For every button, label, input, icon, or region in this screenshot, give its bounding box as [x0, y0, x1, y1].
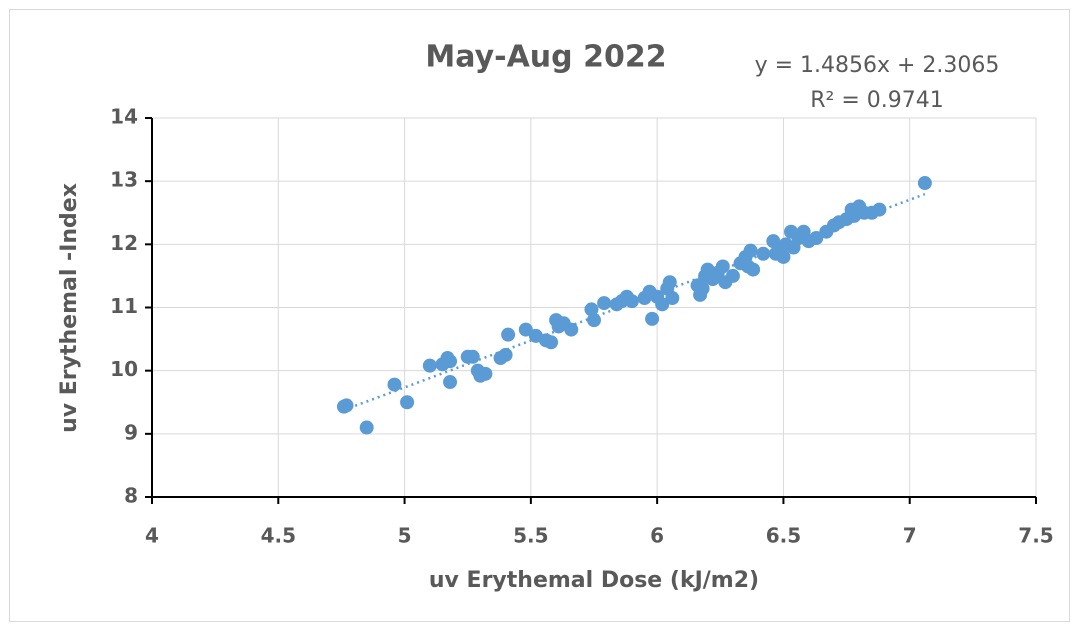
- point: [746, 262, 761, 277]
- x-axis-label: uv Erythemal Dose (kJ/m2): [429, 568, 759, 593]
- chart-title: May-Aug 2022: [425, 40, 666, 75]
- x-tick-label: 5: [398, 524, 412, 548]
- r-squared: R² = 0.9741: [810, 88, 944, 113]
- point: [624, 294, 639, 309]
- y-tick-label: 13: [110, 168, 138, 192]
- point: [339, 398, 354, 413]
- y-tick-label: 12: [110, 231, 138, 255]
- point: [544, 335, 559, 350]
- point: [443, 375, 458, 390]
- x-tick-label: 4.5: [261, 524, 296, 548]
- point: [662, 275, 677, 290]
- point: [400, 395, 415, 410]
- x-tick-label: 6.5: [766, 524, 801, 548]
- point: [776, 249, 791, 264]
- x-tick-label: 7.5: [1018, 524, 1053, 548]
- equation: y = 1.4856x + 2.3065: [755, 53, 1000, 78]
- point: [501, 327, 516, 342]
- x-tick-label: 5.5: [513, 524, 548, 548]
- point: [498, 347, 513, 362]
- x-tick-label: 6: [650, 524, 664, 548]
- y-tick-label: 10: [110, 357, 138, 381]
- point: [597, 296, 612, 311]
- point: [465, 349, 480, 364]
- point: [655, 297, 670, 312]
- point: [917, 176, 932, 191]
- point: [518, 322, 533, 337]
- trendline: [343, 192, 926, 412]
- point: [743, 243, 758, 258]
- chart-border: [9, 9, 1070, 622]
- point: [715, 259, 730, 274]
- y-tick-label: 11: [110, 294, 138, 318]
- point: [478, 366, 493, 381]
- x-tick-label: 7: [903, 524, 917, 548]
- point: [756, 246, 771, 261]
- point: [809, 231, 824, 246]
- y-tick-label: 14: [110, 105, 138, 129]
- point: [665, 291, 680, 306]
- point: [872, 202, 887, 217]
- y-axis-label: uv Erythemal -Index: [57, 183, 82, 433]
- point: [695, 281, 710, 296]
- point: [725, 268, 740, 283]
- point: [564, 322, 579, 337]
- y-tick-label: 8: [124, 484, 138, 508]
- point: [584, 302, 599, 317]
- y-tick-label: 9: [124, 420, 138, 444]
- point: [359, 420, 374, 435]
- point: [387, 377, 402, 392]
- point: [645, 311, 660, 326]
- x-tick-label: 4: [145, 524, 159, 548]
- point: [443, 354, 458, 369]
- point: [422, 358, 437, 373]
